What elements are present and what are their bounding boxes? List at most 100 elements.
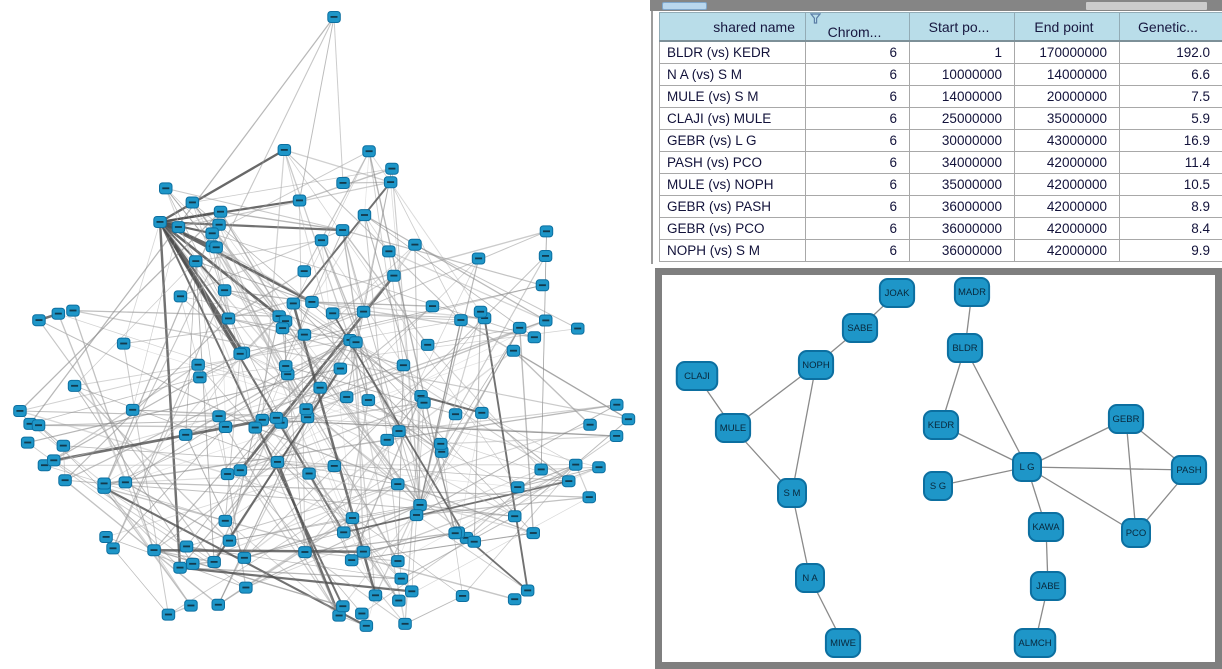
cell-end[interactable]: 42000000 <box>1014 239 1120 262</box>
subnetwork-node-claji[interactable]: CLAJI <box>675 361 719 391</box>
network-node[interactable] <box>220 468 235 481</box>
network-node[interactable] <box>349 336 363 349</box>
network-node[interactable] <box>621 413 636 426</box>
network-node[interactable] <box>233 464 248 477</box>
network-node[interactable] <box>314 234 329 247</box>
network-node[interactable] <box>609 430 624 442</box>
network-node[interactable] <box>209 241 223 254</box>
network-node[interactable] <box>562 475 576 488</box>
network-node[interactable] <box>511 481 525 494</box>
cell-start[interactable]: 36000000 <box>909 195 1015 218</box>
cell-start[interactable]: 35000000 <box>909 173 1015 196</box>
network-node[interactable] <box>385 162 399 175</box>
network-node[interactable] <box>361 394 376 407</box>
subnetwork-node-jabe[interactable]: JABE <box>1029 571 1067 601</box>
network-node[interactable] <box>186 557 200 570</box>
network-node[interactable] <box>413 499 427 511</box>
cell-shared-name[interactable]: NOPH (vs) S M <box>659 239 806 262</box>
subnetwork-node-sabe[interactable]: SABE <box>841 313 879 343</box>
network-node[interactable] <box>355 607 369 620</box>
cell-genetic[interactable]: 9.9 <box>1119 239 1222 262</box>
table-row[interactable]: BLDR (vs) KEDR 6 1 170000000 192.0 <box>659 40 1222 64</box>
cell-chromosome[interactable]: 6 <box>805 85 910 108</box>
network-node[interactable] <box>297 265 311 278</box>
network-node[interactable] <box>275 322 290 335</box>
table-row[interactable]: GEBR (vs) PCO 6 36000000 42000000 8.4 <box>659 217 1222 240</box>
cell-chromosome[interactable]: 6 <box>805 217 910 240</box>
column-header-endpoint[interactable]: End point <box>1014 12 1120 42</box>
cell-end[interactable]: 170000000 <box>1014 40 1120 64</box>
network-node[interactable] <box>286 297 301 310</box>
network-node[interactable] <box>58 474 72 487</box>
cell-start[interactable]: 36000000 <box>909 239 1015 262</box>
network-node[interactable] <box>339 391 354 404</box>
network-node[interactable] <box>473 305 488 318</box>
network-node[interactable] <box>357 209 372 222</box>
network-node[interactable] <box>454 314 468 327</box>
cell-start[interactable]: 36000000 <box>909 217 1015 240</box>
cell-end[interactable]: 42000000 <box>1014 151 1120 174</box>
network-node[interactable] <box>147 544 161 557</box>
cell-start[interactable]: 1 <box>909 40 1015 64</box>
network-node[interactable] <box>344 554 359 567</box>
network-node[interactable] <box>299 403 313 416</box>
cell-chromosome[interactable]: 6 <box>805 239 910 262</box>
network-node[interactable] <box>539 225 554 238</box>
network-node[interactable] <box>569 458 583 471</box>
cell-genetic[interactable]: 10.5 <box>1119 173 1222 196</box>
network-node[interactable] <box>184 599 198 612</box>
cell-end[interactable]: 35000000 <box>1014 107 1120 130</box>
subnetwork-node-s-g[interactable]: S G <box>923 471 953 501</box>
column-header-sharedname[interactable]: shared name <box>659 12 806 42</box>
network-node[interactable] <box>391 478 405 491</box>
network-node[interactable] <box>467 535 481 548</box>
subnetwork-node-gebr[interactable]: GEBR <box>1107 404 1145 434</box>
network-node[interactable] <box>448 408 463 421</box>
column-header-chrom[interactable]: Chrom... <box>805 12 910 42</box>
network-node[interactable] <box>506 344 521 357</box>
network-node[interactable] <box>535 279 550 292</box>
subnetwork-node-pash[interactable]: PASH <box>1170 455 1208 485</box>
table-row[interactable]: NOPH (vs) S M 6 36000000 42000000 9.9 <box>659 239 1222 262</box>
network-node[interactable] <box>534 463 548 476</box>
cell-chromosome[interactable]: 6 <box>805 173 910 196</box>
network-node[interactable] <box>159 182 173 195</box>
network-node[interactable] <box>512 321 527 334</box>
network-node[interactable] <box>582 491 596 504</box>
network-node[interactable] <box>305 296 319 308</box>
network-node[interactable] <box>237 551 252 564</box>
network-node[interactable] <box>387 269 401 282</box>
network-node[interactable] <box>191 358 205 371</box>
network-node[interactable] <box>475 406 489 419</box>
network-node[interactable] <box>327 11 341 23</box>
network-node[interactable] <box>417 396 431 409</box>
cell-genetic[interactable]: 7.5 <box>1119 85 1222 108</box>
network-node[interactable] <box>178 428 193 441</box>
network-node[interactable] <box>583 418 597 431</box>
network-node[interactable] <box>391 555 405 568</box>
table-horizontal-scrollbar[interactable] <box>650 0 1222 11</box>
network-node[interactable] <box>455 590 470 602</box>
network-node[interactable] <box>207 556 221 568</box>
network-node[interactable] <box>313 381 327 394</box>
subnetwork-node-joak[interactable]: JOAK <box>878 278 916 308</box>
cell-end[interactable]: 14000000 <box>1014 63 1120 86</box>
network-node[interactable] <box>336 600 350 613</box>
network-node[interactable] <box>507 593 522 606</box>
subnetwork-node-mule[interactable]: MULE <box>714 413 752 443</box>
subnetwork-canvas[interactable]: CLAJI JOAK SABE NOPH MULE S M N A MIWE MADR BLDR K… <box>662 275 1215 662</box>
network-node[interactable] <box>13 405 27 417</box>
network-node[interactable] <box>359 619 374 632</box>
network-node[interactable] <box>185 196 200 209</box>
network-node[interactable] <box>66 304 80 317</box>
subnetwork-node-n-a[interactable]: N A <box>795 563 825 593</box>
network-node[interactable] <box>408 238 422 251</box>
cell-end[interactable]: 20000000 <box>1014 85 1120 108</box>
network-node[interactable] <box>173 290 188 303</box>
network-node[interactable] <box>118 476 133 489</box>
cell-genetic[interactable]: 8.9 <box>1119 195 1222 218</box>
cell-start[interactable]: 34000000 <box>909 151 1015 174</box>
cell-chromosome[interactable]: 6 <box>805 63 910 86</box>
network-node[interactable] <box>292 194 307 207</box>
cell-chromosome[interactable]: 6 <box>805 129 910 152</box>
